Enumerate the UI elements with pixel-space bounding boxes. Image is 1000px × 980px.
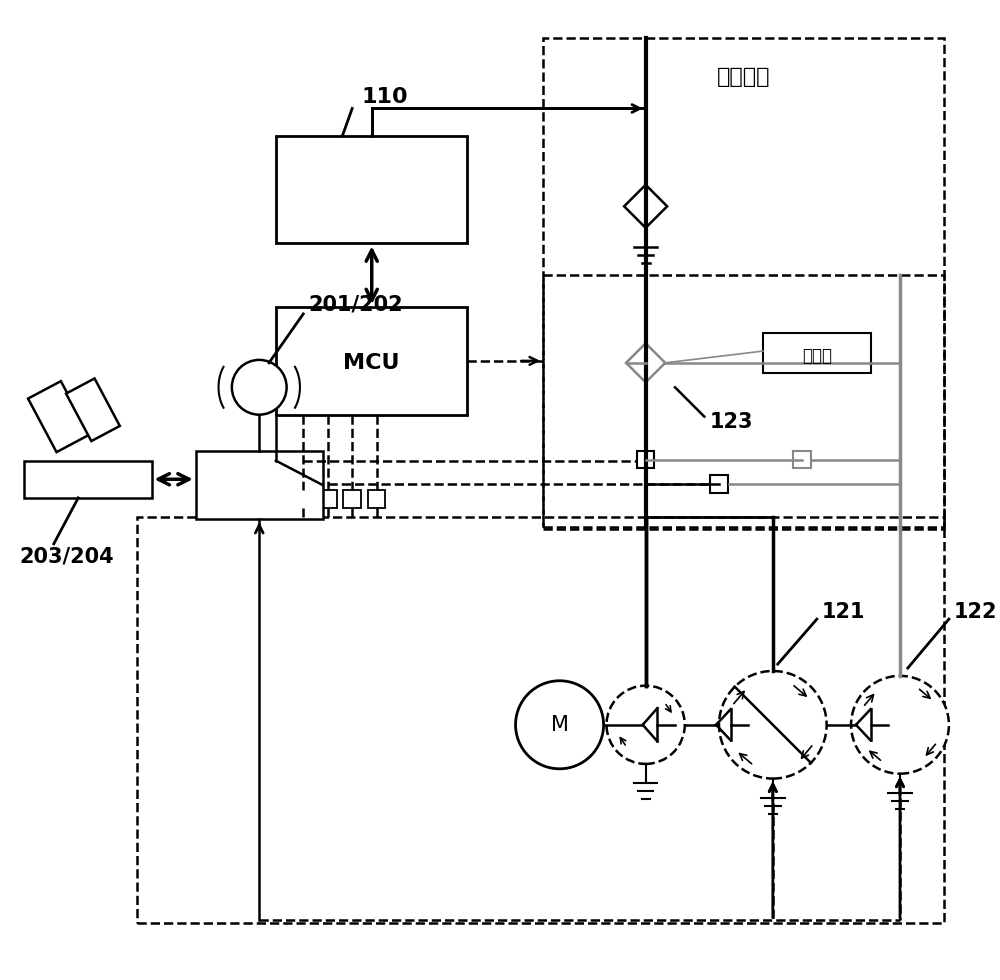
Text: M: M <box>551 714 568 735</box>
Circle shape <box>516 681 604 768</box>
Circle shape <box>719 671 827 778</box>
Circle shape <box>232 360 287 415</box>
Polygon shape <box>28 381 89 452</box>
Text: MCU: MCU <box>343 353 400 372</box>
Bar <box>24 461 152 498</box>
Polygon shape <box>66 378 120 441</box>
Bar <box>137 517 944 923</box>
Text: 123: 123 <box>709 412 753 431</box>
Text: 201/202: 201/202 <box>308 294 403 315</box>
Bar <box>793 451 811 468</box>
Bar <box>710 475 728 493</box>
Circle shape <box>851 676 949 773</box>
Bar <box>319 490 337 508</box>
Text: 控制阀组: 控制阀组 <box>717 68 770 87</box>
Text: 121: 121 <box>822 603 865 622</box>
Bar <box>763 333 871 372</box>
Bar <box>276 307 467 415</box>
Text: 合流阀: 合流阀 <box>802 347 832 365</box>
Bar <box>343 490 361 508</box>
Bar <box>196 451 323 519</box>
Bar <box>637 451 654 468</box>
Text: 110: 110 <box>362 87 409 107</box>
Bar <box>276 136 467 243</box>
Bar <box>543 38 944 527</box>
Text: 122: 122 <box>954 603 997 622</box>
Circle shape <box>607 686 685 763</box>
Text: 203/204: 203/204 <box>20 547 114 566</box>
Bar <box>543 274 944 529</box>
Bar <box>368 490 385 508</box>
Bar <box>294 490 312 508</box>
